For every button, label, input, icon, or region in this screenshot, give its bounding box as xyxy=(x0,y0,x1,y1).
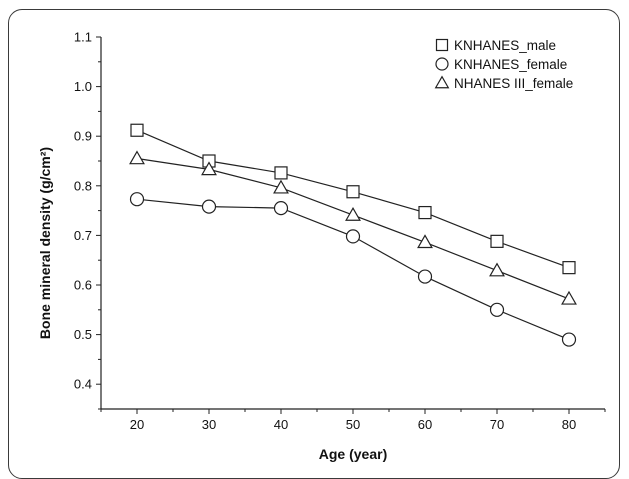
square-marker xyxy=(130,123,144,137)
x-axis-ticks: 20 30 40 50 60 70 80 xyxy=(100,409,606,432)
square-marker xyxy=(418,205,432,220)
y-tick-label: 1.1 xyxy=(74,30,92,45)
y-tick-label: 0.9 xyxy=(74,129,92,144)
triangle-marker xyxy=(561,290,577,305)
legend-item: KNHANES_female xyxy=(435,57,567,72)
circle-marker xyxy=(129,192,145,207)
series-square xyxy=(130,123,576,275)
y-tick-label: 0.8 xyxy=(74,178,92,193)
circle-marker xyxy=(273,201,289,216)
square-marker xyxy=(435,38,449,52)
circle-marker xyxy=(345,229,361,244)
series-line xyxy=(136,157,570,300)
x-tick-label: 40 xyxy=(274,417,288,432)
triangle-marker xyxy=(201,161,217,176)
legend-label: KNHANES_female xyxy=(454,57,567,72)
square-marker xyxy=(346,185,360,199)
square-marker xyxy=(490,234,504,248)
circle-marker xyxy=(489,302,505,317)
y-tick-label: 0.7 xyxy=(74,228,92,243)
axes: 20 30 40 50 60 70 80 0.4 0.5 0.6 0.7 0.8 0.9 1.0 1.1 xyxy=(74,30,606,432)
triangle-marker xyxy=(417,234,433,249)
x-tick-label: 60 xyxy=(418,417,432,432)
y-tick-label: 1.0 xyxy=(74,79,92,94)
line-chart: 20 30 40 50 60 70 80 0.40.50.60.70.80.91.01.1 … xyxy=(37,30,606,462)
triangle-marker xyxy=(129,150,145,165)
x-tick-label: 50 xyxy=(346,417,360,432)
x-tick-label: 20 xyxy=(130,417,144,432)
square-marker xyxy=(274,166,288,180)
circle-marker xyxy=(417,269,433,284)
triangle-marker xyxy=(273,179,289,194)
series-circle xyxy=(129,192,577,347)
y-axis-title: Bone mineral density (g/cm²) xyxy=(37,147,53,339)
y-tick-label: 0.5 xyxy=(74,327,92,342)
circle-marker xyxy=(201,199,217,214)
y-tick-label: 0.4 xyxy=(74,377,92,392)
legend-item: NHANES III_female xyxy=(434,75,573,91)
triangle-marker xyxy=(489,262,505,277)
legend-label: KNHANES_male xyxy=(454,38,556,53)
circle-marker xyxy=(435,57,449,71)
y-tick-label: 0.6 xyxy=(74,278,92,293)
triangle-marker xyxy=(345,206,361,221)
y-axis-ticks: 0.4 0.5 0.6 0.7 0.8 0.9 1.0 1.1 xyxy=(74,30,101,410)
legend-label: NHANES III_female xyxy=(454,76,573,91)
series-triangle xyxy=(129,150,577,305)
x-tick-label: 70 xyxy=(490,417,504,432)
x-tick-label: 30 xyxy=(202,417,216,432)
series-layer xyxy=(129,123,577,347)
circle-marker xyxy=(561,332,577,347)
legend: KNHANES_male KNHANES_female NHANES III_fem… xyxy=(434,38,573,91)
x-axis-title: Age (year) xyxy=(319,446,387,462)
triangle-marker xyxy=(434,75,450,89)
square-marker xyxy=(562,261,576,275)
legend-item: KNHANES_male xyxy=(435,38,556,53)
x-tick-label: 80 xyxy=(562,417,576,432)
series-line xyxy=(136,129,570,269)
